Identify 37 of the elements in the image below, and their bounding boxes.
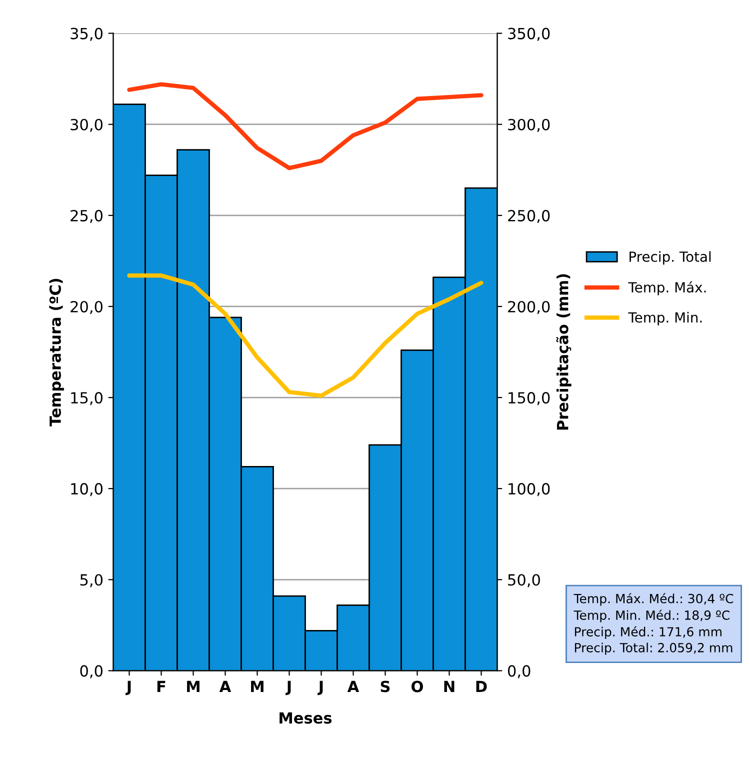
y2-tick-label: 250,0 bbox=[508, 210, 550, 223]
line-series bbox=[127, 82, 484, 170]
x-tick-label: D bbox=[476, 680, 487, 692]
x-tick-label: A bbox=[219, 680, 232, 692]
y-tick-label: 15,0 bbox=[71, 392, 103, 406]
x-tick-label: F bbox=[157, 680, 166, 692]
x-tick-label: J bbox=[318, 680, 323, 696]
y2-tick-label: 200,0 bbox=[508, 300, 550, 314]
y-tick-label: 0,0 bbox=[80, 665, 103, 678]
y-tick-label: 30,0 bbox=[70, 118, 103, 132]
text: Temp. Máx. Méd.: 30,4 ºC Temp. Min. Méd.: 18,9 ºC Precip. Méd.: 171,6 mm Precip. Total: 2.059,2 mm bbox=[574, 593, 734, 655]
y2-tick-label: 100,0 bbox=[508, 483, 550, 496]
y-tick-label: 10,0 bbox=[71, 483, 103, 496]
y-tick-label: 35,0 bbox=[70, 28, 103, 41]
y2-tick-label: 350,0 bbox=[508, 28, 550, 41]
x-tick-label: O bbox=[412, 680, 423, 692]
x-tick-label: J bbox=[126, 680, 131, 696]
y2-tick-label: 150,0 bbox=[508, 392, 550, 406]
x-tick-label: S bbox=[380, 680, 390, 692]
x-axis-title: Meses bbox=[280, 712, 332, 724]
legend-label: Precip. Total bbox=[630, 251, 711, 265]
y-tick-label: 5,0 bbox=[80, 574, 103, 588]
x-tick-label: N bbox=[444, 680, 454, 692]
x-tick-label: A bbox=[347, 680, 360, 692]
y2-tick-label: 50,0 bbox=[508, 574, 540, 588]
y2-tick-label: 0,0 bbox=[508, 665, 530, 678]
y-axis-title: Temperatura (ºC) bbox=[49, 278, 64, 426]
x-tick-label: M bbox=[187, 680, 200, 692]
y-tick-label: 20,0 bbox=[70, 300, 103, 314]
line-series bbox=[127, 273, 484, 398]
y2-axis-title: Precipitação (mm) bbox=[556, 274, 572, 430]
y2-tick-label: 300,0 bbox=[508, 118, 550, 132]
legend-label: Temp. Máx. bbox=[628, 281, 706, 296]
x-tick-label: J bbox=[286, 680, 291, 696]
y-tick-label: 25,0 bbox=[70, 210, 103, 223]
legend-label: Temp. Min. bbox=[628, 312, 702, 326]
x-tick-label: M bbox=[251, 680, 264, 692]
